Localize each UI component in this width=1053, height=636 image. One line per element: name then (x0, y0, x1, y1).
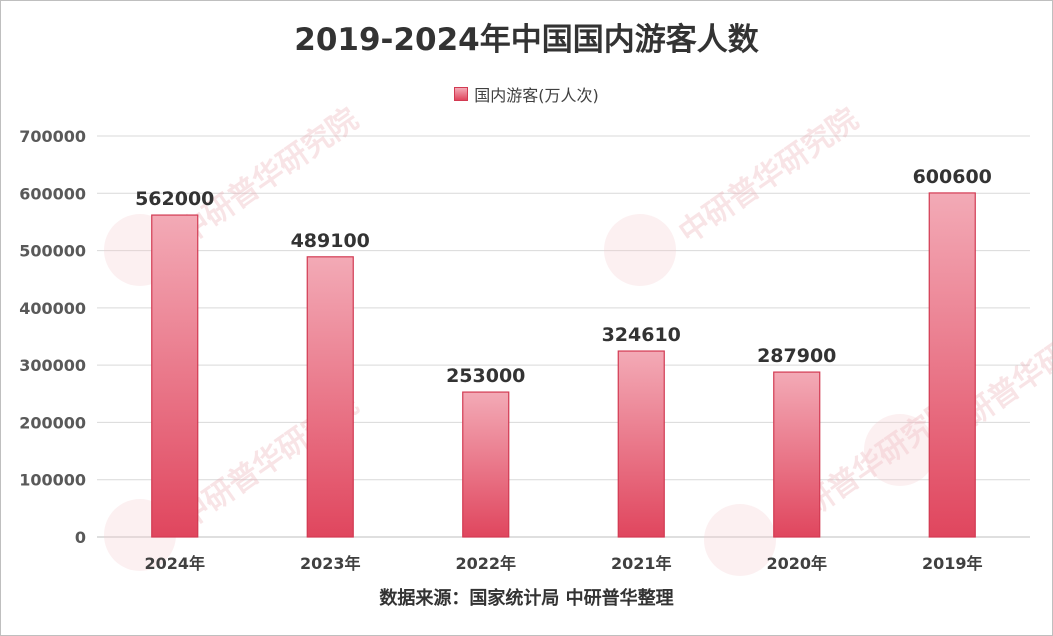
x-tick-label: 2024年 (144, 554, 205, 573)
data-labels: 562000 489100 253000 324610 287900 600600 (135, 166, 992, 387)
source-note: 数据来源：国家统计局 中研普华整理 (379, 588, 674, 609)
legend-swatch (454, 87, 469, 101)
bar-3 (617, 350, 665, 538)
legend: 国内游客(万人次) (0, 82, 1053, 106)
bar-0 (151, 214, 199, 538)
x-tick-label: 2020年 (766, 554, 827, 573)
watermark-logo-circle (604, 214, 676, 286)
y-tick-label: 400000 (19, 299, 86, 318)
y-tick-label: 100000 (19, 471, 86, 490)
x-tick-label: 2022年 (455, 554, 516, 573)
y-tick-label: 300000 (19, 356, 86, 375)
bars (151, 192, 976, 538)
chart-title: 2019-2024年中国国内游客人数 (294, 22, 759, 58)
bar-2 (462, 391, 510, 538)
data-label: 562000 (135, 188, 214, 210)
x-tick-label: 2019年 (922, 554, 983, 573)
x-tick-label: 2023年 (300, 554, 361, 573)
y-tick-label: 500000 (19, 242, 86, 261)
legend-label: 国内游客(万人次) (474, 86, 599, 105)
y-tick-label: 600000 (19, 184, 86, 203)
bar-1 (306, 256, 354, 538)
watermark-text: 中研普华研究院 (673, 102, 865, 251)
x-axis-ticks: 2024年 2023年 2022年 2021年 2020年 2019年 (144, 554, 982, 573)
data-label: 253000 (446, 365, 525, 387)
data-label: 600600 (913, 166, 992, 188)
gridlines (97, 135, 1030, 538)
bar-5 (928, 192, 976, 538)
y-axis-ticks: 0 100000 200000 300000 400000 500000 600000 700… (19, 127, 86, 547)
y-tick-label: 700000 (19, 127, 86, 146)
watermark-logo-circle (864, 414, 936, 486)
x-tick-label: 2021年 (611, 554, 672, 573)
bar-4 (773, 371, 821, 538)
y-tick-label: 0 (75, 528, 86, 547)
watermark-logo-circle (704, 504, 776, 576)
data-label: 287900 (757, 345, 836, 367)
data-label: 324610 (602, 324, 681, 346)
watermark-text: 中研普华研究院 (173, 102, 365, 251)
data-label: 489100 (291, 230, 370, 252)
y-tick-label: 200000 (19, 413, 86, 432)
